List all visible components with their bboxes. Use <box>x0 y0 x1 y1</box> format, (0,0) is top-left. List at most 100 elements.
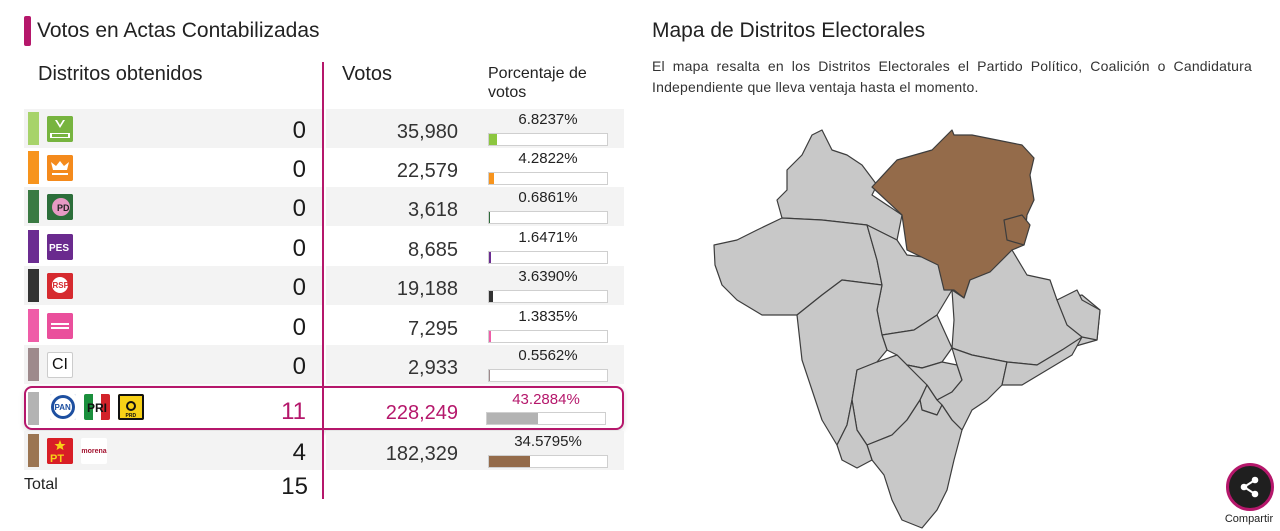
ci-logo-text: CI <box>52 356 68 373</box>
pd-logo-icon: PD <box>47 194 73 220</box>
vote-count: 182,329 <box>385 443 458 465</box>
vote-percent: 34.5795% <box>514 433 582 450</box>
party-row-pes[interactable]: PES 0 8,685 1.6471% <box>24 227 624 266</box>
percent-bar-fill <box>487 413 539 424</box>
percent-bar <box>488 133 608 146</box>
party-color-stripe <box>28 230 39 263</box>
percent-bar-fill <box>489 252 491 263</box>
percent-bar <box>486 412 606 425</box>
column-header-percent: Porcentaje de votos <box>488 65 587 101</box>
party-row-independent[interactable]: CI 0 2,933 0.5562% <box>24 345 624 384</box>
svg-text:PD: PD <box>57 203 70 213</box>
percent-bar <box>488 251 608 264</box>
district-map[interactable] <box>652 100 1252 531</box>
district-shape[interactable] <box>1056 289 1101 341</box>
title-accent-bar <box>24 16 31 46</box>
prd-logo-icon: PRD <box>118 394 144 420</box>
percent-bar-fill <box>489 134 498 145</box>
percent-bar <box>488 369 608 382</box>
party-color-stripe <box>28 190 39 223</box>
svg-text:PT: PT <box>50 453 64 464</box>
vote-count: 7,295 <box>407 318 458 340</box>
district-shape[interactable] <box>866 399 963 529</box>
vote-percent: 0.5562% <box>518 347 578 364</box>
district-shape[interactable] <box>836 399 873 469</box>
party-row-verde[interactable]: 0 35,980 6.8237% <box>24 109 624 148</box>
percent-bar-fill <box>489 456 530 467</box>
vote-percent: 4.2822% <box>518 150 578 167</box>
map-title: Mapa de Distritos Electorales <box>652 19 926 42</box>
vote-percent: 1.3835% <box>518 308 578 325</box>
party-color-stripe <box>28 434 39 467</box>
party-row-rsp[interactable]: RSP 0 19,188 3.6390% <box>24 266 624 305</box>
party-row-mc[interactable]: 0 22,579 4.2822% <box>24 148 624 187</box>
results-section-title: Votos en Actas Contabilizadas <box>24 16 320 46</box>
pan-logo-icon: PAN <box>50 394 76 420</box>
party-row-pan-pri-prd[interactable]: PAN PRI PRD 11 228,249 43.2884% <box>24 386 624 430</box>
districts-won: 0 <box>292 274 306 301</box>
total-label: Total <box>24 476 58 493</box>
party-row-pd[interactable]: PD 0 3,618 0.6861% <box>24 187 624 226</box>
svg-text:PAN: PAN <box>55 403 72 412</box>
column-divider <box>322 62 324 499</box>
vote-count: 22,579 <box>396 160 458 182</box>
verde-logo-icon <box>47 116 73 142</box>
vote-count: 35,980 <box>396 121 458 143</box>
map-description: El mapa resalta en los Distritos Elector… <box>652 58 1252 95</box>
party-row-fxm[interactable]: 0 7,295 1.3835% <box>24 306 624 345</box>
total-districts: 15 <box>281 473 308 500</box>
party-color-stripe <box>28 151 39 184</box>
vote-percent: 3.6390% <box>518 268 578 285</box>
vote-percent: 0.6861% <box>518 189 578 206</box>
percent-bar <box>488 330 608 343</box>
pes-logo-icon: PES <box>47 234 73 260</box>
map-panel: Mapa de Distritos Electorales El mapa re… <box>652 0 1252 531</box>
results-title: Votos en Actas Contabilizadas <box>37 19 320 42</box>
percent-bar <box>488 290 608 303</box>
percent-bar <box>488 455 608 468</box>
percent-bar-fill <box>489 331 491 342</box>
fuerza-por-mexico-logo-icon <box>47 313 73 339</box>
party-row-pt-morena[interactable]: PT morena 4 182,329 34.5795% <box>24 431 624 470</box>
party-color-stripe <box>28 309 39 342</box>
district-shape[interactable] <box>1001 336 1083 386</box>
share-button[interactable] <box>1226 463 1274 511</box>
percent-bar-fill <box>489 173 495 184</box>
percent-bar-fill <box>489 291 494 302</box>
results-panel: Votos en Actas Contabilizadas Distritos … <box>24 16 624 500</box>
district-shape[interactable] <box>871 129 1035 299</box>
districts-won: 0 <box>292 314 306 341</box>
svg-text:PRD: PRD <box>126 413 137 419</box>
morena-logo-icon: morena <box>81 438 107 464</box>
percent-bar-fill <box>489 370 491 381</box>
rsp-logo-icon: RSP <box>47 273 73 299</box>
pri-logo-icon: PRI <box>84 394 110 420</box>
party-color-stripe <box>28 112 39 145</box>
districts-won: 0 <box>292 235 306 262</box>
share-label: Compartir <box>1224 513 1274 525</box>
percent-bar <box>488 211 608 224</box>
districts-won: 0 <box>292 117 306 144</box>
vote-count: 2,933 <box>407 357 458 379</box>
percent-bar <box>488 172 608 185</box>
party-color-stripe <box>28 269 39 302</box>
vote-count: 3,618 <box>407 199 458 221</box>
morena-logo-text: morena <box>81 447 107 455</box>
column-header-votes: Votos <box>342 63 393 85</box>
districts-won: 0 <box>292 156 306 183</box>
vote-percent: 6.8237% <box>518 111 578 128</box>
svg-text:PES: PES <box>49 243 69 254</box>
vote-count: 8,685 <box>407 239 458 261</box>
district-shape[interactable] <box>1003 214 1031 246</box>
vote-percent: 1.6471% <box>518 229 578 246</box>
share-icon <box>1240 476 1259 498</box>
independent-candidate-logo-icon: CI <box>47 352 73 378</box>
vote-count: 228,249 <box>385 402 458 424</box>
districts-won: 4 <box>292 439 306 466</box>
districts-won: 11 <box>281 398 306 425</box>
vote-percent: 43.2884% <box>512 391 580 408</box>
svg-text:RSP: RSP <box>53 281 70 290</box>
districts-won: 0 <box>292 195 306 222</box>
percent-bar-fill <box>489 212 491 223</box>
party-color-stripe <box>28 392 39 425</box>
